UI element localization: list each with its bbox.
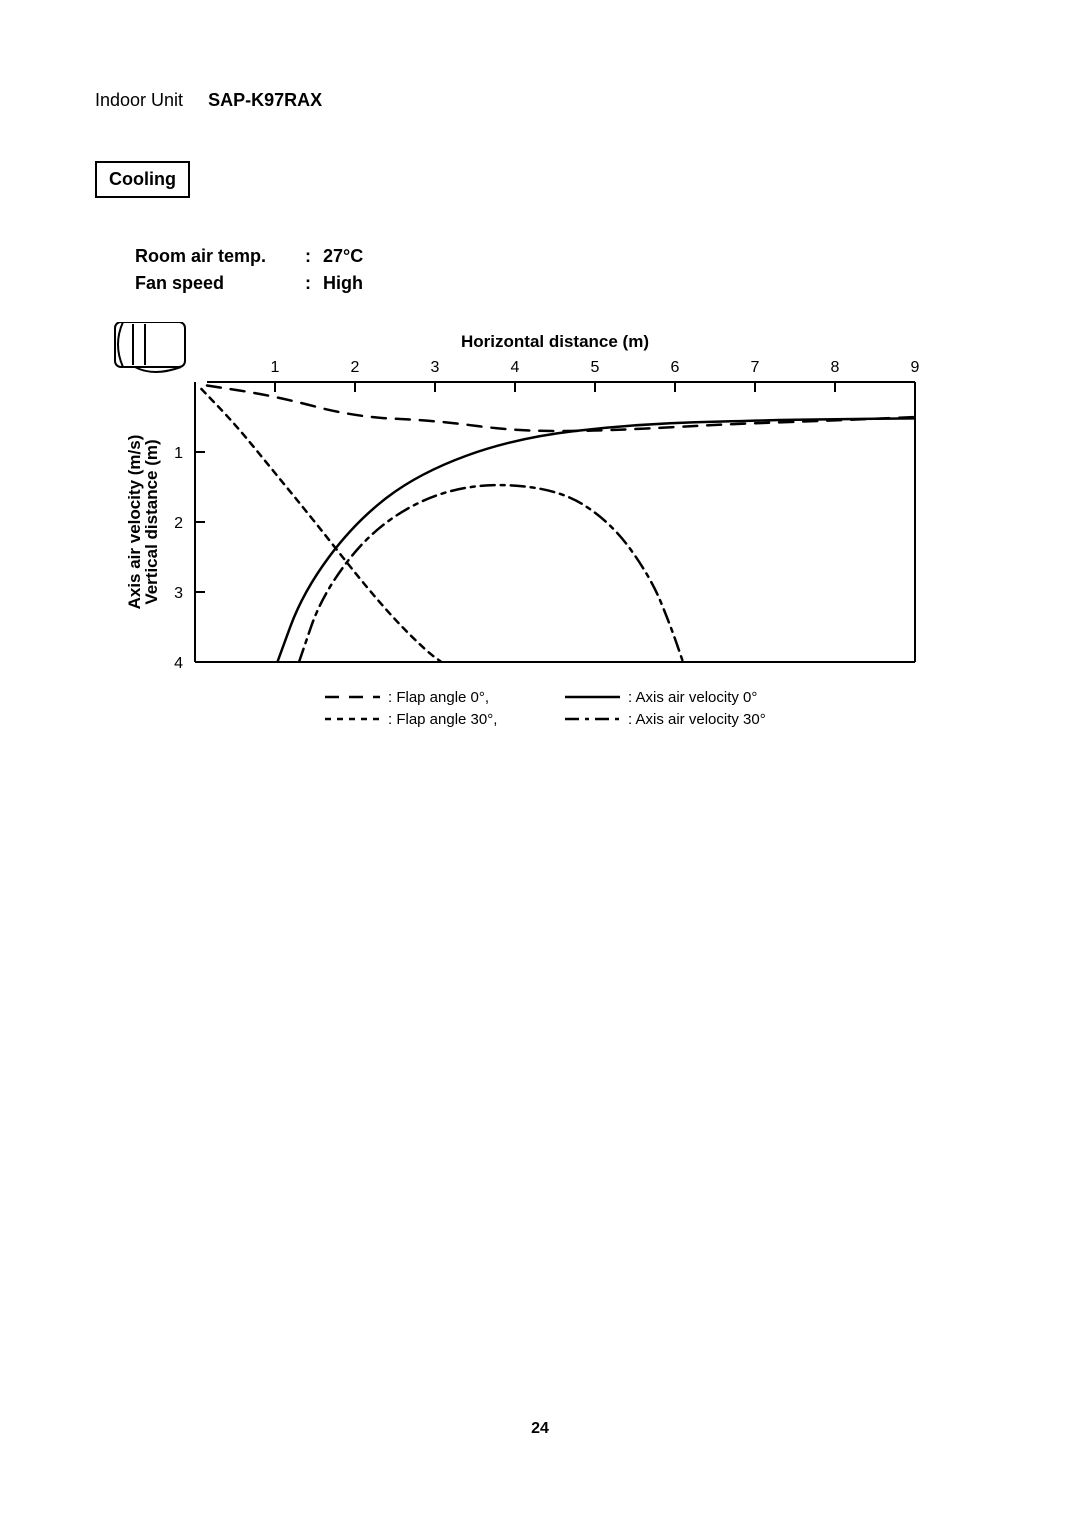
svg-text:4: 4: [511, 359, 520, 376]
header-prefix: Indoor Unit: [95, 90, 183, 110]
svg-text:6: 6: [671, 359, 680, 376]
svg-text:3: 3: [431, 359, 440, 376]
svg-text:7: 7: [751, 359, 760, 376]
conditions-block: Room air temp. : 27°C Fan speed : High: [135, 243, 985, 297]
svg-text:: Axis air velocity 30°: : Axis air velocity 30°: [628, 711, 766, 728]
svg-text:9: 9: [911, 359, 920, 376]
svg-text:8: 8: [831, 359, 840, 376]
page-number: 24: [0, 1420, 1080, 1438]
cond-value-1: High: [323, 270, 363, 297]
header: Indoor Unit SAP-K97RAX: [95, 90, 985, 111]
airflow-chart: 123456789Horizontal distance (m)1234Axis…: [95, 322, 995, 752]
cond-value-0: 27°C: [323, 243, 363, 270]
unit-icon: [115, 322, 185, 372]
svg-text:Vertical distance (m): Vertical distance (m): [142, 439, 161, 604]
svg-text:: Flap angle 30°,: : Flap angle 30°,: [388, 711, 497, 728]
cond-label-0: Room air temp.: [135, 243, 305, 270]
svg-text:3: 3: [174, 585, 183, 602]
mode-box: Cooling: [95, 161, 190, 198]
svg-text:4: 4: [174, 655, 183, 672]
svg-text:Horizontal distance (m): Horizontal distance (m): [461, 332, 649, 351]
svg-text:5: 5: [591, 359, 600, 376]
svg-text:: Flap angle 0°,: : Flap angle 0°,: [388, 689, 489, 706]
svg-text:2: 2: [174, 515, 183, 532]
cond-label-1: Fan speed: [135, 270, 305, 297]
svg-text:1: 1: [174, 445, 183, 462]
svg-text:: Axis air velocity 0°: : Axis air velocity 0°: [628, 689, 757, 706]
chart-container: 123456789Horizontal distance (m)1234Axis…: [95, 322, 985, 752]
header-model: SAP-K97RAX: [208, 90, 322, 110]
svg-text:2: 2: [351, 359, 360, 376]
svg-text:1: 1: [271, 359, 280, 376]
